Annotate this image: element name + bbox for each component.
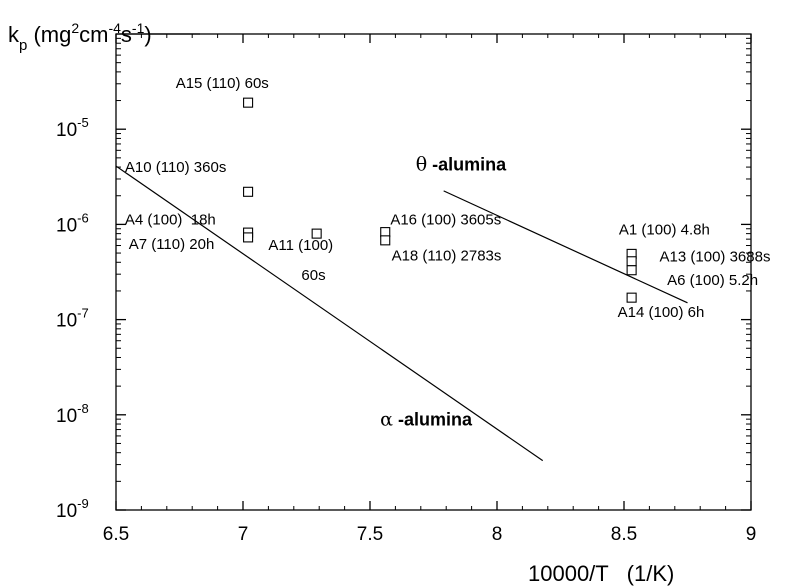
theta-alumina-label: θ -alumina xyxy=(416,153,507,175)
alpha-alumina-line xyxy=(115,165,544,462)
point-annotation: A10 (110) 360s xyxy=(125,159,226,176)
y-tick-label: 10-8 xyxy=(56,401,89,427)
y-tick-label: 10-7 xyxy=(56,306,89,332)
point-annotation: 60s xyxy=(301,267,325,284)
alpha-alumina-label: α -alumina xyxy=(380,409,473,431)
x-tick-label: 6.5 xyxy=(103,524,129,545)
x-axis-title: 10000/T (1/K) xyxy=(528,561,674,586)
data-point xyxy=(380,235,391,246)
y-tick-labels: 10-9 10-8 10-7 10-6 10-5 xyxy=(56,115,89,522)
point-annotation: A15 (110) 60s xyxy=(176,75,269,92)
data-point xyxy=(380,227,391,238)
minor-ticks xyxy=(116,34,751,510)
y-axis-title: kp (mg2cm-4s-1) xyxy=(8,20,152,54)
plot-frame xyxy=(115,33,752,511)
point-annotation: A6 (100) 5.2h xyxy=(667,272,758,289)
x-tick-labels: 6.5 7 7.5 8 8.5 9 xyxy=(103,524,757,545)
x-tick-label: 9 xyxy=(746,524,757,545)
data-point xyxy=(626,256,637,267)
y-tick-label: 10-6 xyxy=(56,210,89,236)
data-point xyxy=(311,228,322,239)
fit-lines: α -alumina θ -alumina xyxy=(115,153,688,462)
point-annotations: A15 (110) 60s A10 (110) 360s A4 (100) 18h A… xyxy=(125,75,771,321)
data-point xyxy=(243,186,254,197)
point-annotation: A16 (100) 3605s xyxy=(390,211,501,228)
data-point xyxy=(243,97,254,108)
point-annotation: A11 (100) xyxy=(268,237,333,254)
x-tick-label: 7.5 xyxy=(357,524,383,545)
major-ticks xyxy=(115,34,752,511)
data-point xyxy=(243,232,254,243)
point-annotation: A7 (110) 20h xyxy=(129,236,215,253)
data-point xyxy=(626,292,637,303)
y-tick-label: 10-5 xyxy=(56,115,89,141)
theta-alumina-line xyxy=(443,190,688,304)
y-tick-label: 10-9 xyxy=(56,496,89,522)
data-markers xyxy=(243,97,637,303)
point-annotation: A14 (100) 6h xyxy=(618,304,705,321)
x-tick-label: 8 xyxy=(492,524,503,545)
x-tick-label: 7 xyxy=(238,524,249,545)
point-annotation: A1 (100) 4.8h xyxy=(619,222,710,239)
x-tick-label: 8.5 xyxy=(611,524,637,545)
point-annotation: A4 (100) 18h xyxy=(125,211,216,228)
data-point xyxy=(626,265,637,276)
point-annotation: A13 (100) 3688s xyxy=(660,248,771,265)
point-annotation: A18 (110) 2783s xyxy=(392,247,502,264)
